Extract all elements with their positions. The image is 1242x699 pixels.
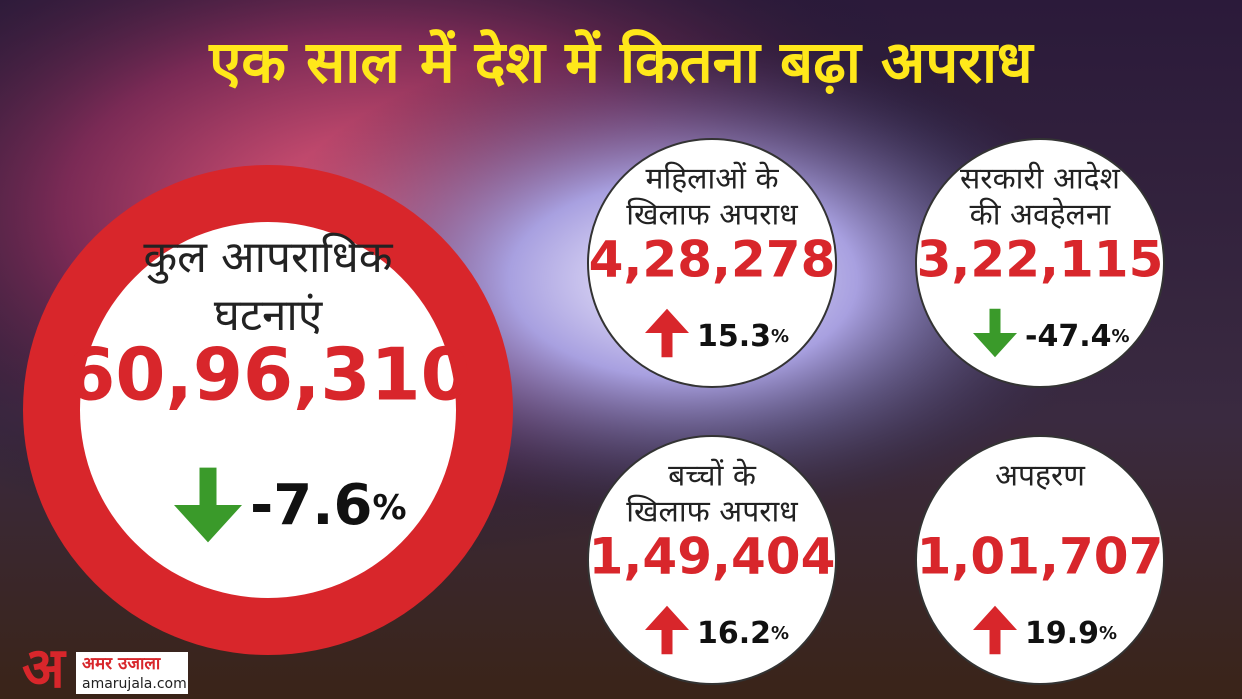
change-value: -47.4 [1025,319,1111,354]
change-unit: % [1099,623,1117,644]
card-label: कुल आपराधिक [143,232,393,284]
card-label: खिलाफ अपराध [626,198,798,233]
card-change: -7.6% [250,473,407,538]
logo-name: अमर उजाला [82,654,161,674]
card-value: 1,49,404 [589,528,836,586]
card-label: महिलाओं के [646,162,780,197]
card-label: सरकारी आदेश [960,162,1121,197]
arrow-up [645,605,689,655]
card-circle [915,138,1165,388]
arrow-down [973,308,1017,358]
change-unit: % [771,326,789,347]
card-circle [587,435,837,685]
card-change: 15.3% [697,319,789,354]
card-label: बच्चों के [668,459,757,494]
logo: अ अमर उजाला amarujala.com [22,636,188,699]
arrow-up [973,605,1017,655]
title: एक साल में देश में कितना बढ़ा अपराध [208,28,1035,96]
card-label: की अवहेलना [970,198,1112,233]
card-circle [587,138,837,388]
card-label: घटनाएं [214,290,323,341]
card-label: अपहरण [995,459,1086,494]
cards: कुल आपराधिक घटनाएं60,96,310 -7.6% महिलाओं क… [65,138,1165,685]
logo-url: amarujala.com [82,676,187,692]
card-change: 16.2% [697,616,789,651]
card-circle [915,435,1165,685]
main-circle [80,222,456,598]
change-value: -7.6 [250,473,372,538]
change-unit: % [372,488,406,528]
change-unit: % [1111,326,1129,347]
arrow-up [645,308,689,358]
card-value: 60,96,310 [65,333,470,417]
change-value: 19.9 [1025,616,1099,651]
card-value: 1,01,707 [917,528,1164,586]
card-change: -47.4% [1025,319,1130,354]
change-unit: % [771,623,789,644]
change-value: 16.2 [697,616,771,651]
card-value: 3,22,115 [917,231,1164,289]
logo-mark: अ [22,636,67,699]
card-label: खिलाफ अपराध [626,495,798,530]
arrow-down [174,467,242,543]
card-value: 4,28,278 [589,231,836,289]
change-value: 15.3 [697,319,771,354]
logo-box [76,652,188,694]
card-change: 19.9% [1025,616,1117,651]
